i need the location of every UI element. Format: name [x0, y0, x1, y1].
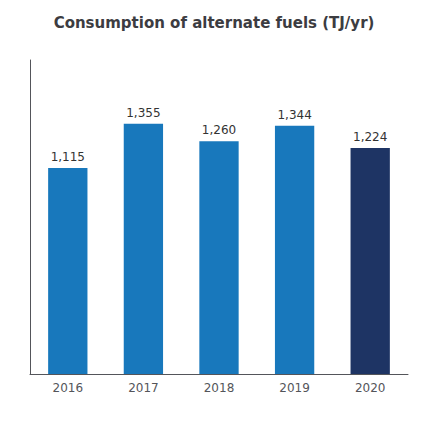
svg-text:2017: 2017: [128, 381, 159, 395]
svg-text:Consumption of alternate fuels: Consumption of alternate fuels (TJ/yr): [54, 14, 375, 32]
svg-text:1,260: 1,260: [202, 123, 236, 137]
svg-text:1,344: 1,344: [277, 108, 311, 122]
svg-text:2016: 2016: [53, 381, 84, 395]
svg-text:1,115: 1,115: [51, 150, 85, 164]
svg-text:2020: 2020: [355, 381, 386, 395]
svg-text:2019: 2019: [279, 381, 310, 395]
svg-text:2018: 2018: [204, 381, 235, 395]
svg-text:1,355: 1,355: [126, 106, 160, 120]
svg-text:1,224: 1,224: [353, 130, 387, 144]
